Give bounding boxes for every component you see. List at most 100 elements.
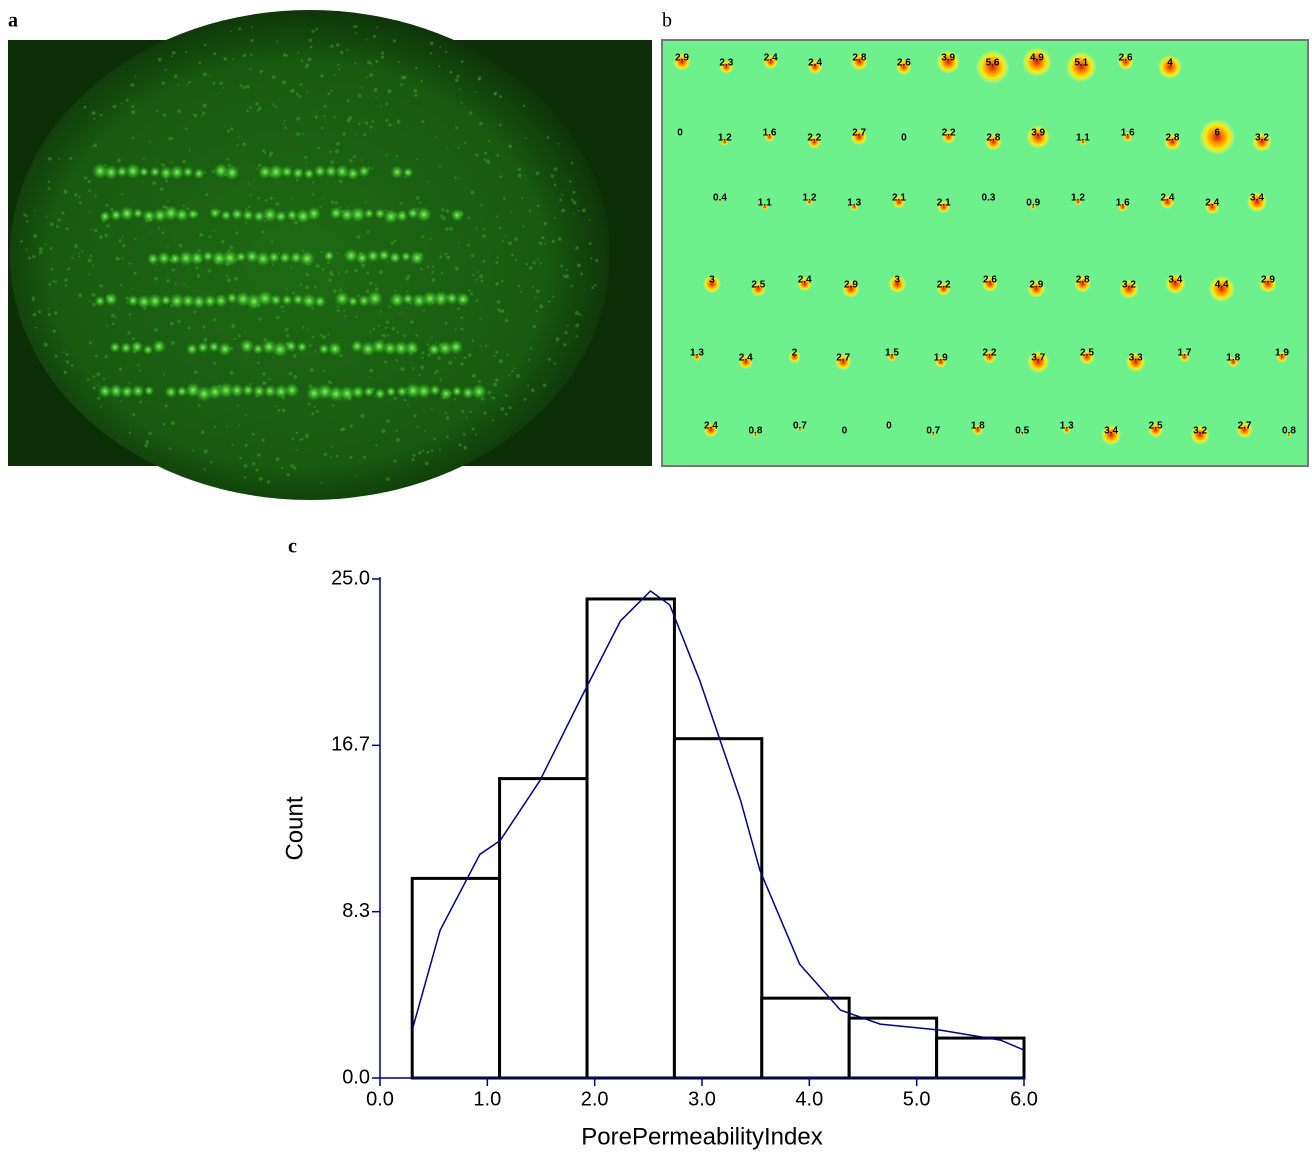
fluorescent-spot	[314, 295, 326, 308]
speckle	[395, 359, 398, 362]
speckle	[502, 310, 505, 313]
speckle	[538, 241, 543, 245]
speckle	[339, 353, 343, 358]
speckle	[546, 136, 550, 139]
speckle	[271, 263, 274, 266]
speckle	[579, 313, 582, 316]
spot	[797, 427, 803, 433]
speckle	[345, 270, 349, 274]
x-tick-label: 5.0	[903, 1088, 931, 1110]
speckle	[97, 396, 101, 400]
fluorescent-spot	[343, 248, 359, 263]
speckle	[551, 239, 555, 243]
speckle	[244, 414, 247, 417]
speckle	[423, 430, 426, 433]
speckle	[296, 116, 301, 121]
speckle	[464, 141, 467, 144]
speckle	[56, 225, 59, 229]
spot	[788, 351, 801, 363]
speckle	[514, 367, 517, 370]
speckle	[321, 126, 324, 130]
speckle	[380, 105, 383, 108]
speckle	[247, 182, 250, 186]
speckle	[92, 386, 96, 390]
speckle	[238, 424, 241, 427]
speckle	[203, 43, 207, 47]
speckle	[440, 271, 443, 275]
speckle	[171, 137, 174, 140]
speckle	[286, 54, 289, 57]
speckle	[283, 122, 286, 125]
speckle	[426, 450, 430, 454]
speckle	[69, 156, 73, 160]
fluorescence-image	[8, 10, 652, 500]
speckle	[394, 289, 397, 292]
speckle	[164, 179, 168, 183]
speckle	[268, 377, 271, 381]
speckle	[294, 220, 298, 225]
speckle	[167, 200, 170, 203]
speckle	[261, 438, 265, 442]
speckle	[379, 310, 382, 313]
fluorescent-spot	[358, 294, 370, 307]
fluorescent-spot	[307, 206, 321, 221]
fluorescent-spot	[214, 294, 228, 308]
fluorescent-spot	[159, 166, 173, 180]
speckle	[142, 158, 145, 161]
speckle	[355, 316, 358, 319]
speckle	[371, 167, 374, 170]
speckle	[48, 283, 52, 286]
fluorescent-spot	[132, 208, 144, 219]
speckle	[337, 272, 340, 275]
fluorescent-spot	[149, 166, 161, 178]
y-tick-label: 0.0	[342, 1066, 370, 1088]
speckle	[86, 378, 90, 381]
speckle	[421, 351, 425, 355]
speckle	[530, 347, 533, 350]
spot	[1160, 194, 1175, 210]
speckle	[57, 218, 61, 222]
speckle	[514, 237, 518, 241]
spot	[1117, 54, 1134, 70]
speckle	[591, 286, 595, 290]
speckle	[357, 94, 362, 98]
fluorescent-spot	[284, 383, 300, 398]
speckle	[532, 324, 536, 329]
speckle	[507, 241, 512, 246]
speckle	[418, 451, 422, 455]
speckle	[312, 193, 315, 196]
speckle	[508, 374, 511, 377]
fluorescent-spot	[292, 294, 304, 306]
speckle	[121, 257, 124, 260]
speckle	[272, 356, 274, 358]
speckle	[487, 390, 492, 395]
speckle	[263, 219, 266, 223]
speckle	[333, 74, 336, 77]
speckle	[50, 267, 54, 271]
spot	[761, 203, 769, 211]
speckle	[91, 292, 96, 297]
speckle	[19, 240, 22, 243]
speckle	[498, 226, 502, 230]
speckle	[299, 438, 302, 441]
spot-label: 2.2	[937, 280, 951, 291]
fluorescent-spot	[175, 208, 189, 222]
speckle	[119, 283, 123, 287]
speckle	[454, 328, 457, 331]
speckle	[336, 305, 339, 308]
speckle	[454, 356, 457, 359]
spot-label: 4.4	[1215, 280, 1229, 291]
speckle	[457, 146, 460, 149]
speckle	[34, 326, 37, 329]
speckle	[148, 140, 151, 143]
speckle	[92, 375, 95, 378]
speckle	[250, 53, 253, 57]
spot	[718, 200, 722, 204]
speckle	[438, 65, 441, 68]
speckle	[352, 155, 356, 159]
speckle	[233, 276, 238, 281]
speckle	[331, 445, 334, 448]
speckle	[138, 369, 141, 372]
spot-label: 0.7	[793, 421, 807, 432]
